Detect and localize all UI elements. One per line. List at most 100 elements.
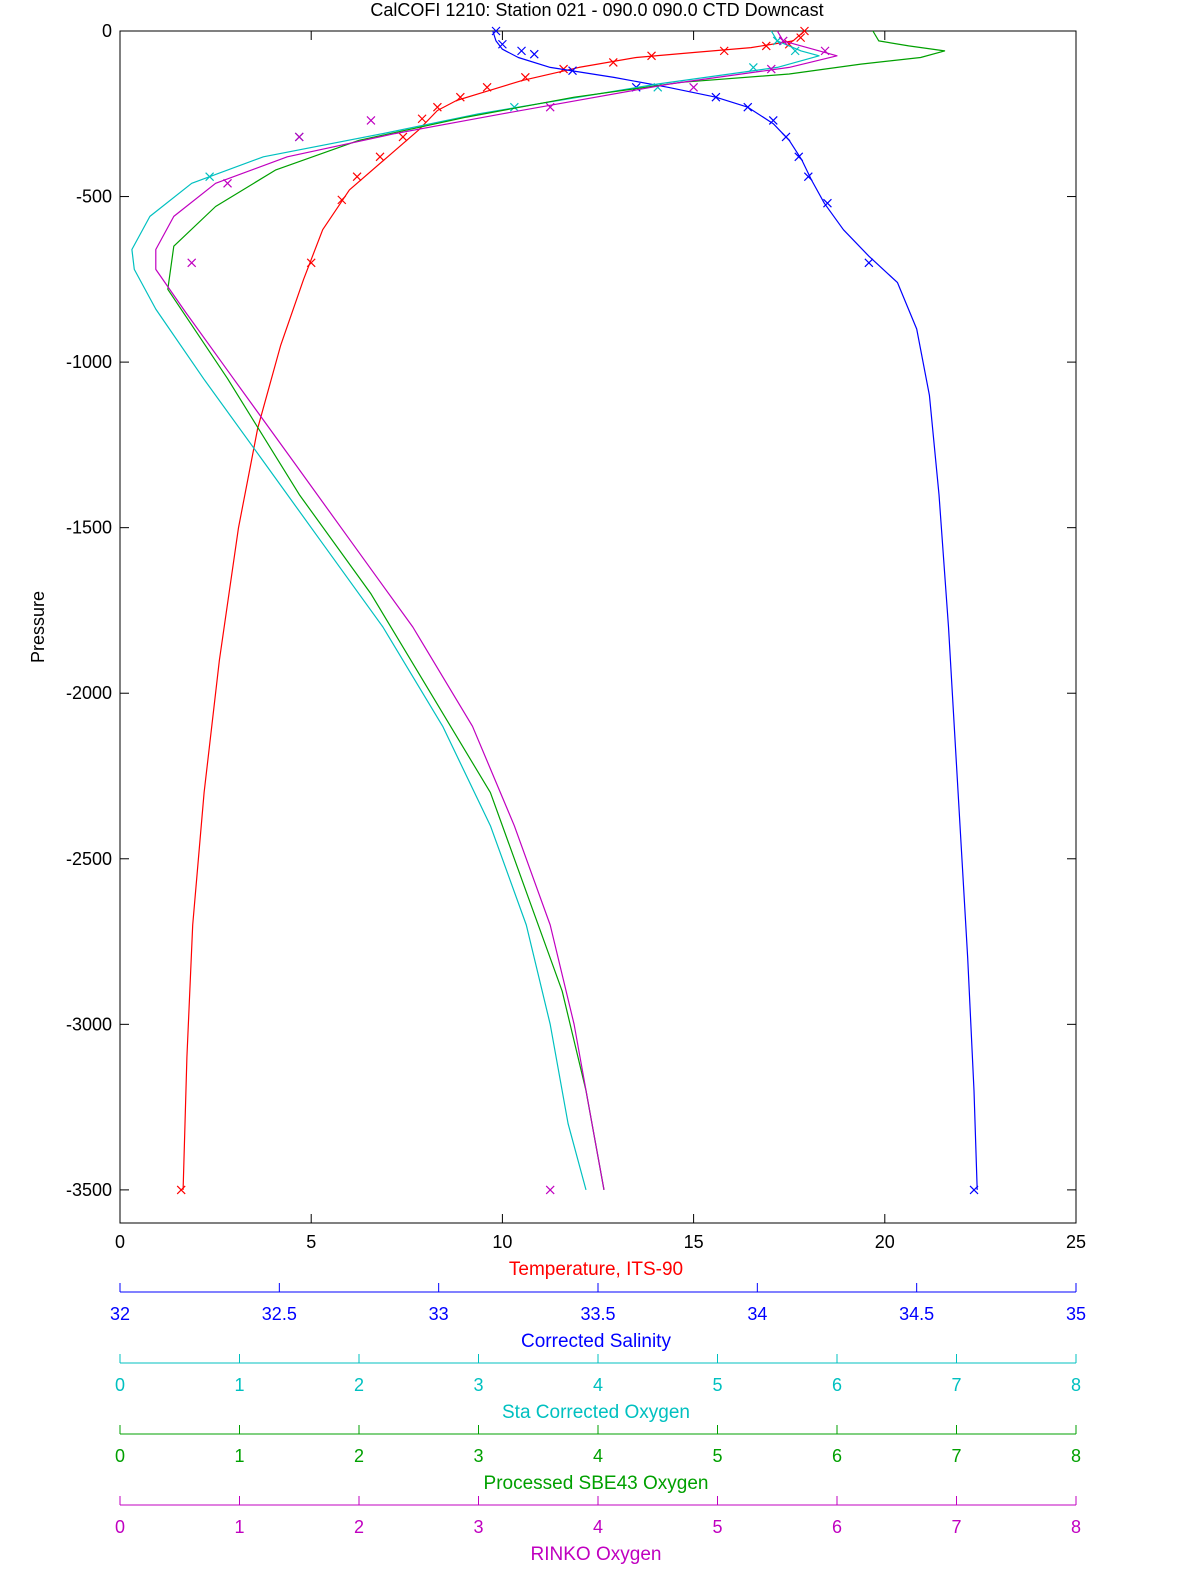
series-marker	[432, 102, 442, 112]
x-axis-2: 0 1 2 3 4 5 6 7 8 Sta Corrected Oxygen	[115, 1354, 1081, 1423]
series-marker	[375, 152, 385, 162]
series-marker	[491, 26, 501, 36]
series-marker	[520, 72, 530, 82]
x-axis-label: RINKO Oxygen	[531, 1544, 662, 1565]
series-layer	[131, 26, 979, 1195]
x-axis-1: 32 32.5 33 33.5 34 34.5 35 Corrected Salinity	[110, 1283, 1086, 1352]
x-tick-label: 2	[354, 1446, 364, 1466]
x-tick-label: 2	[354, 1517, 364, 1537]
series-marker	[719, 46, 729, 56]
plot-area	[119, 30, 1077, 1224]
x-tick-label: 5	[306, 1232, 316, 1252]
x-tick-label: 6	[832, 1517, 842, 1537]
series-marker	[294, 132, 304, 142]
x-tick-label: 8	[1071, 1446, 1081, 1466]
series-marker	[352, 172, 362, 182]
series-marker	[820, 46, 830, 56]
x-tick-label: 8	[1071, 1517, 1081, 1537]
x-tick-label: 7	[951, 1375, 961, 1395]
series-marker	[176, 1185, 186, 1195]
series-marker	[455, 92, 465, 102]
series-marker	[647, 51, 656, 61]
series-marker	[529, 49, 539, 59]
series-marker	[545, 102, 555, 112]
x-tick-label: 7	[951, 1446, 961, 1466]
series-marker	[796, 33, 806, 43]
series-marker	[823, 198, 832, 208]
x-tick-label: 5	[712, 1517, 722, 1537]
x-tick-label: 2	[354, 1375, 364, 1395]
x-axis-label: Processed SBE43 Oxygen	[484, 1473, 709, 1494]
x-axis-label: Corrected Salinity	[521, 1331, 671, 1352]
y-tick-label: 0	[102, 21, 112, 41]
y-tick-label: -3000	[66, 1014, 112, 1034]
x-tick-label: 6	[832, 1446, 842, 1466]
x-tick-label: 5	[712, 1446, 722, 1466]
series-marker	[768, 115, 778, 125]
x-axis-label: Sta Corrected Oxygen	[502, 1402, 690, 1423]
x-axis-3: 0 1 2 3 4 5 6 7 8 Processed SBE43 Oxygen	[115, 1425, 1081, 1494]
series-marker	[766, 64, 776, 74]
x-tick-label: 34.5	[899, 1304, 934, 1324]
series-marker	[482, 82, 492, 92]
series-marker	[608, 58, 618, 67]
series-marker	[689, 82, 699, 92]
x-tick-label: 7	[951, 1517, 961, 1537]
series-marker	[497, 39, 507, 49]
x-tick-label: 4	[593, 1517, 603, 1537]
x-tick-label: 33.5	[580, 1304, 615, 1324]
series-marker	[306, 258, 316, 268]
x-tick-label: 10	[492, 1232, 512, 1252]
series-marker	[969, 1185, 979, 1195]
x-tick-label: 8	[1071, 1375, 1081, 1395]
series-marker	[803, 172, 813, 182]
x-tick-label: 5	[712, 1375, 722, 1395]
x-tick-label: 0	[115, 1446, 125, 1466]
x-tick-label: 3	[473, 1446, 483, 1466]
y-axis-label: Pressure	[28, 591, 48, 663]
series-marker	[711, 92, 721, 102]
x-axis-0: 0 5 10 15 20 25 Temperature, ITS-90	[115, 31, 1086, 1280]
series-marker	[743, 102, 753, 112]
series-marker	[778, 36, 788, 46]
x-tick-label: 15	[684, 1232, 704, 1252]
x-tick-label: 6	[832, 1375, 842, 1395]
series-line-0	[182, 30, 805, 1190]
x-tick-label: 3	[473, 1517, 483, 1537]
x-tick-label: 4	[593, 1446, 603, 1466]
x-tick-label: 20	[875, 1232, 895, 1252]
series-line-4	[155, 30, 838, 1191]
series-marker	[509, 102, 519, 112]
series-marker	[748, 62, 758, 72]
x-tick-label: 1	[234, 1375, 244, 1395]
chart-title: CalCOFI 1210: Station 021 - 090.0 090.0 …	[370, 0, 823, 20]
series-marker	[781, 132, 791, 142]
series-marker	[223, 178, 232, 188]
series-marker	[398, 132, 408, 142]
x-tick-label: 32.5	[262, 1304, 297, 1324]
series-marker	[545, 1185, 555, 1195]
series-line-3	[167, 30, 946, 1191]
y-axis-ticks: 0 -500 -1000 -1500 -2000 -2500 -3000 -3500	[66, 21, 1076, 1200]
x-tick-label: 0	[115, 1232, 125, 1252]
series-marker	[517, 46, 526, 56]
series-marker	[790, 46, 800, 56]
x-tick-label: 1	[234, 1517, 244, 1537]
series-marker	[417, 114, 427, 124]
series-marker	[761, 41, 771, 51]
y-tick-label: -1500	[66, 518, 112, 538]
x-tick-label: 3	[473, 1375, 483, 1395]
x-tick-label: 25	[1066, 1232, 1086, 1252]
series-marker	[568, 66, 577, 76]
y-tick-label: -2500	[66, 849, 112, 869]
x-tick-label: 32	[110, 1304, 130, 1324]
series-marker	[653, 82, 663, 92]
x-tick-label: 35	[1066, 1304, 1086, 1324]
series-marker	[337, 195, 347, 205]
y-tick-label: -3500	[66, 1180, 112, 1200]
x-tick-label: 0	[115, 1375, 125, 1395]
series-marker	[187, 258, 197, 268]
x-tick-label: 1	[234, 1446, 244, 1466]
series-marker	[864, 258, 874, 268]
